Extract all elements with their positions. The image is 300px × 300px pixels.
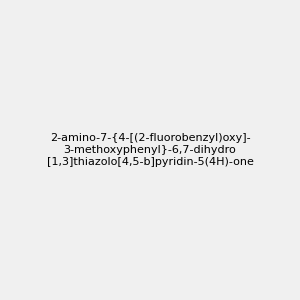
- Text: 2-amino-7-{4-[(2-fluorobenzyl)oxy]-
3-methoxyphenyl}-6,7-dihydro
[1,3]thiazolo[4: 2-amino-7-{4-[(2-fluorobenzyl)oxy]- 3-me…: [46, 134, 253, 166]
